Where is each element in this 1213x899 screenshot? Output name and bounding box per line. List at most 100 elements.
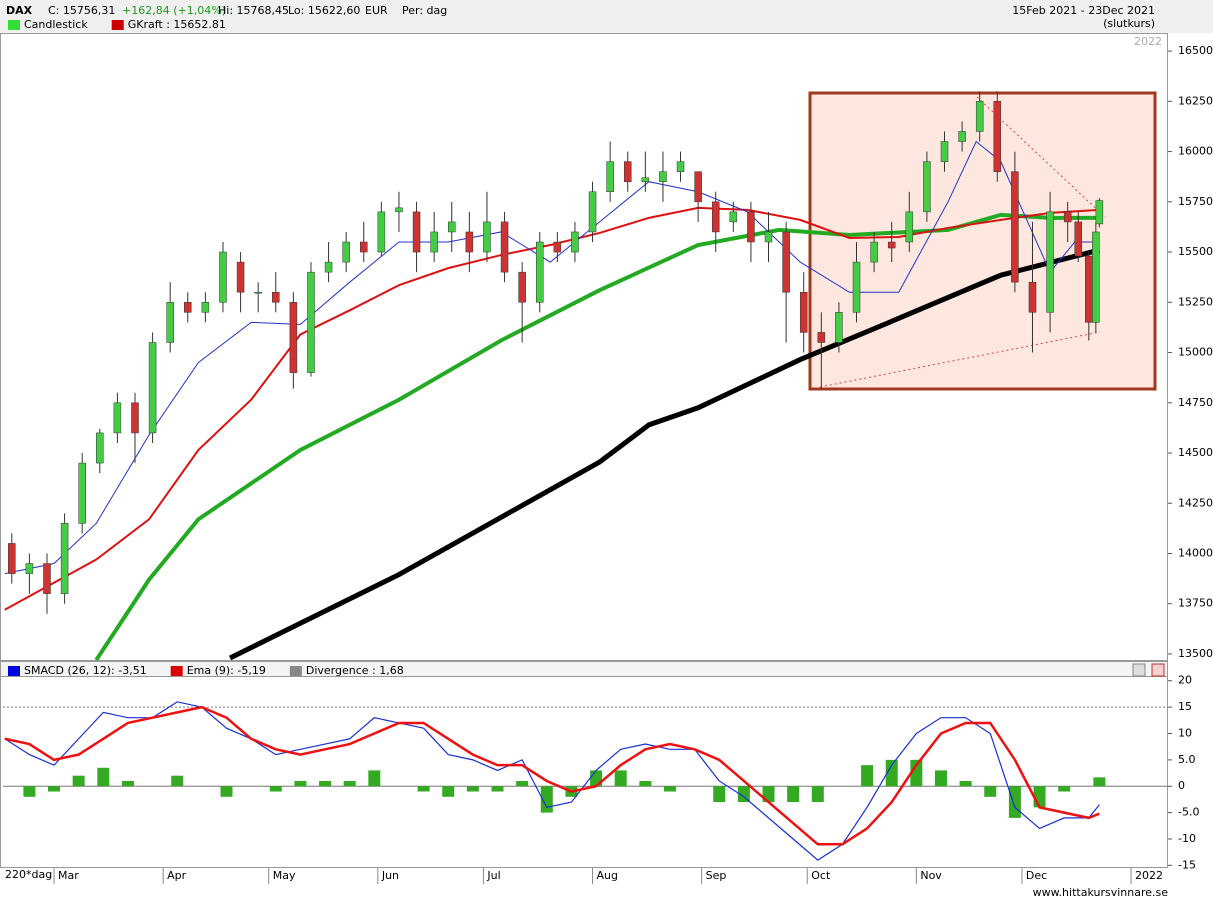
candle-body xyxy=(535,241,544,303)
header-bar xyxy=(0,0,1213,33)
candle-body xyxy=(148,342,157,434)
divergence-bar xyxy=(48,786,61,792)
candle-body xyxy=(483,221,491,253)
divergence-bar xyxy=(663,786,676,792)
x-tick-label: Jun xyxy=(381,869,399,882)
candle-body xyxy=(747,211,755,243)
date-range: 15Feb 2021 - 23Dec 2021 xyxy=(1012,4,1155,17)
divergence-bar xyxy=(861,765,874,787)
candle-body xyxy=(676,161,685,172)
year-label: 2022 xyxy=(1134,35,1162,48)
candle-body xyxy=(606,161,614,193)
divergence-bar xyxy=(368,770,381,787)
candle-body xyxy=(623,161,632,182)
period: Per: dag xyxy=(402,4,447,17)
candle-body xyxy=(923,161,931,213)
y-tick-label: 20 xyxy=(1178,674,1192,687)
candle-body xyxy=(588,191,597,233)
change-value: +162,84 (+1,04%) xyxy=(122,4,226,17)
candle-body xyxy=(711,201,720,233)
legend-label: Divergence : 1,68 xyxy=(306,664,404,677)
y-tick-label: 13500 xyxy=(1178,647,1213,660)
legend-swatch xyxy=(170,666,183,676)
divergence-bar xyxy=(343,780,356,787)
divergence-bar xyxy=(23,786,36,797)
candle-body xyxy=(184,302,192,313)
macd-panel xyxy=(0,676,1168,868)
window-label: 220*dag xyxy=(5,868,52,881)
line xyxy=(4,705,1100,846)
candle-body xyxy=(500,221,509,273)
candle-body xyxy=(1028,281,1037,313)
divergence-bar xyxy=(713,786,726,803)
candle-body xyxy=(219,251,227,303)
divergence-bar xyxy=(466,786,479,792)
divergence-bar xyxy=(269,786,282,792)
divergence-bar xyxy=(121,780,134,787)
y-tick-label: -10 xyxy=(1178,832,1196,845)
candle-body xyxy=(360,241,368,253)
candle-body xyxy=(835,312,843,343)
divergence-bar xyxy=(516,780,529,787)
candle-body xyxy=(8,543,16,574)
candle-body xyxy=(782,231,790,293)
divergence-bar xyxy=(1093,777,1106,787)
trend-line xyxy=(976,96,1106,218)
candle-body xyxy=(430,231,438,253)
y-tick-label: 14750 xyxy=(1178,396,1213,409)
candle-body xyxy=(412,211,421,253)
close-value: C: 15756,31 xyxy=(48,4,115,17)
y-tick-label: -5.0 xyxy=(1178,806,1199,819)
divergence-bar xyxy=(1008,786,1021,818)
candle-body xyxy=(448,221,456,233)
candle-body xyxy=(1011,171,1019,283)
divergence-bar xyxy=(220,786,233,797)
candle-body xyxy=(342,241,350,263)
y-tick-label: 0 xyxy=(1178,779,1185,792)
candle-body xyxy=(870,241,878,263)
candle-body xyxy=(940,141,949,162)
x-tick-label: 2022 xyxy=(1135,869,1163,882)
candle-body xyxy=(764,231,773,243)
candle-body xyxy=(1095,200,1104,225)
divergence-bar xyxy=(97,767,110,787)
y-tick-label: 14000 xyxy=(1178,546,1213,559)
price-mode: (slutkurs) xyxy=(1103,17,1155,30)
y-tick-label: 15750 xyxy=(1178,195,1213,208)
x-tick-label: Oct xyxy=(811,869,831,882)
candle-body xyxy=(694,171,702,203)
zoom-icon[interactable] xyxy=(1132,663,1146,677)
candle-body xyxy=(236,261,245,293)
legend-label: SMACD (26, 12): -3,51 xyxy=(24,664,147,677)
candle-body xyxy=(1074,221,1082,257)
legend-swatch xyxy=(8,20,20,30)
low-value: Lo: 15622,60 xyxy=(288,4,360,17)
y-tick-label: 16000 xyxy=(1178,145,1213,158)
y-tick-label: 13750 xyxy=(1178,597,1213,610)
candle-body xyxy=(113,402,122,434)
candle-body xyxy=(307,271,315,373)
candle-body xyxy=(60,523,69,594)
candle-body xyxy=(377,211,386,253)
divergence-bar xyxy=(319,780,332,787)
candle-body xyxy=(905,211,914,243)
candle-body xyxy=(729,211,738,223)
candle-body xyxy=(1046,211,1054,313)
candle-body xyxy=(1085,255,1093,323)
close-icon[interactable] xyxy=(1151,663,1165,677)
divergence-bar xyxy=(1058,786,1071,792)
candle-body xyxy=(201,302,210,313)
candle-body xyxy=(641,177,650,182)
divergence-bar xyxy=(442,786,455,797)
candle-body xyxy=(254,291,262,294)
legend-label: Candlestick xyxy=(24,18,88,31)
line xyxy=(228,247,1100,661)
divergence-bar xyxy=(811,786,824,803)
legend-swatch xyxy=(289,666,302,676)
currency: EUR xyxy=(365,4,388,17)
candle-body xyxy=(131,402,139,434)
candle-body xyxy=(25,563,34,574)
candle-body xyxy=(1063,211,1072,223)
candle-body xyxy=(659,171,667,182)
x-tick-label: Aug xyxy=(597,869,618,882)
